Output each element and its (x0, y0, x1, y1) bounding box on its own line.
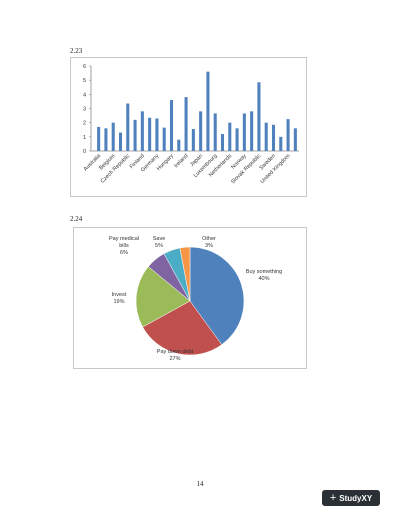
bar (97, 126, 101, 151)
bar (184, 97, 188, 151)
bar (257, 82, 261, 151)
slice-name-label: Other (202, 236, 216, 242)
bar (293, 128, 297, 151)
slice-name-label: Save (153, 236, 166, 242)
bar (286, 119, 290, 151)
pie-slice (135, 266, 191, 328)
bar (271, 124, 276, 151)
pie-slice (189, 246, 245, 346)
slice-name-label: Pay medical (109, 236, 139, 242)
exercise-number-2-24: 2.24 (70, 215, 83, 223)
bar (148, 117, 152, 151)
slice-name-label: Invest (112, 292, 127, 298)
bar (169, 100, 174, 151)
bar (162, 127, 166, 151)
exercise-number-2-23: 2.23 (70, 47, 83, 55)
bar (140, 111, 144, 151)
bar (126, 103, 130, 151)
bar (235, 128, 239, 151)
bar (155, 118, 159, 151)
x-tick-label: Ireland (173, 153, 189, 169)
x-tick-label: Hungary (156, 153, 175, 172)
bar (104, 128, 108, 151)
slice-percent-label: 5% (155, 243, 163, 249)
bar (264, 122, 268, 151)
y-tick-label: 0 (83, 149, 86, 155)
bar (220, 134, 225, 151)
y-tick-label: 3 (83, 107, 86, 113)
bar (191, 129, 195, 151)
slice-name-label: Buy something (246, 269, 282, 275)
bar (228, 122, 232, 151)
watermark-text: StudyXY (339, 493, 373, 503)
pie-slice (142, 300, 223, 356)
slice-percent-label: 27% (169, 356, 180, 362)
y-tick-label: 1 (83, 135, 86, 141)
y-tick-label: 6 (83, 64, 86, 70)
page-number: 14 (196, 480, 204, 488)
y-tick-label: 5 (83, 78, 86, 84)
bar (118, 132, 123, 151)
slice-percent-label: 40% (258, 276, 269, 282)
pie-chart-frame: Buy something 40% Pay down debt 27% Invest 19… (73, 227, 307, 369)
plus-icon: + (329, 492, 337, 504)
slice-percent-label: 6% (120, 250, 128, 256)
slice-percent-label: 3% (205, 243, 213, 249)
y-tick-label: 4 (83, 92, 86, 98)
studyxy-watermark: + StudyXY (322, 490, 380, 506)
bar-chart-frame: 0 1 2 3 4 5 6 Australia Belgium Czech Republic Fin… (70, 57, 307, 197)
bar (242, 113, 246, 151)
bar (279, 136, 283, 151)
bar (133, 119, 137, 151)
y-tick-label: 2 (83, 121, 86, 127)
bar (213, 113, 217, 151)
bar (177, 139, 181, 151)
bar (250, 111, 254, 151)
bar (111, 122, 115, 151)
slice-name-label: Pay down debt (157, 349, 194, 355)
slice-name-label: bills (119, 243, 129, 249)
pie-slice (179, 246, 191, 302)
bar (206, 71, 210, 151)
slice-percent-label: 19% (113, 299, 124, 305)
bar (199, 111, 203, 151)
